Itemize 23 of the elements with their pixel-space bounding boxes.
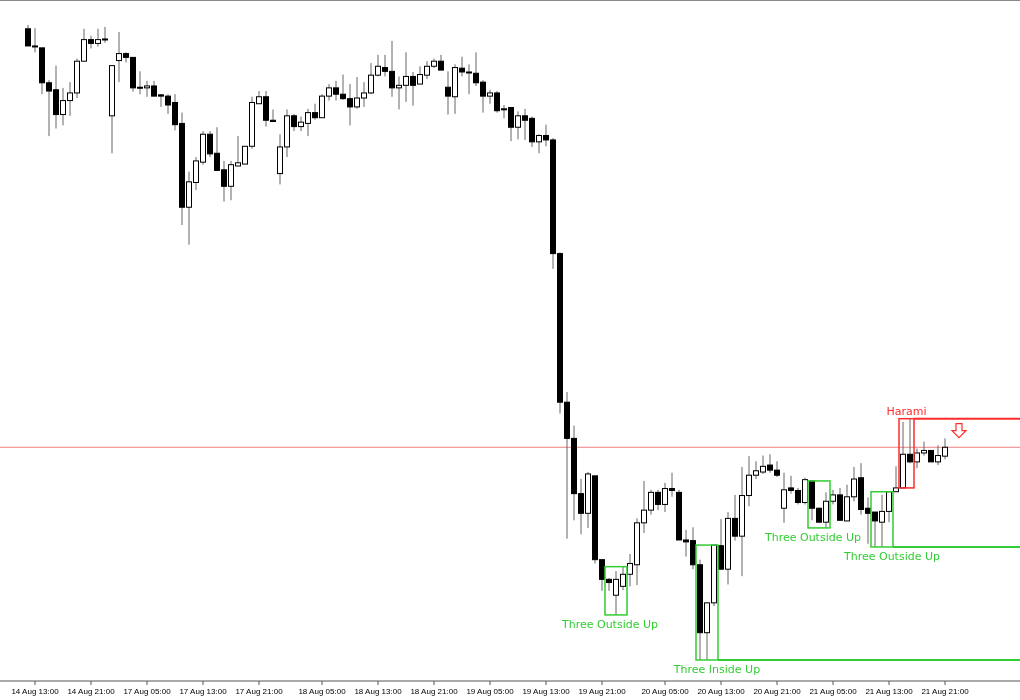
x-tick-label: 18 Aug 13:00 bbox=[354, 687, 403, 696]
x-tick-label: 20 Aug 21:00 bbox=[753, 687, 802, 696]
x-tick-label: 19 Aug 05:00 bbox=[466, 687, 515, 696]
x-tick-label: 18 Aug 05:00 bbox=[298, 687, 347, 696]
x-tick-label: 14 Aug 21:00 bbox=[67, 687, 116, 696]
x-tick-label: 14 Aug 13:00 bbox=[11, 687, 60, 696]
text: Three Inside Up bbox=[672, 663, 761, 676]
annotation: Three Outside Up bbox=[842, 549, 941, 563]
annotation: Harami bbox=[886, 404, 927, 418]
annotation: Three Outside Up bbox=[763, 530, 862, 544]
x-tick-label: 19 Aug 21:00 bbox=[578, 687, 627, 696]
x-tick-label: 18 Aug 21:00 bbox=[410, 687, 459, 696]
candlestick bbox=[893, 465, 899, 493]
x-tick-label: 17 Aug 13:00 bbox=[179, 687, 228, 696]
x-tick-label: 20 Aug 13:00 bbox=[697, 687, 746, 696]
x-tick-label: 21 Aug 05:00 bbox=[809, 687, 858, 696]
x-tick-label: 17 Aug 05:00 bbox=[123, 687, 172, 696]
x-tick-label: 19 Aug 13:00 bbox=[522, 687, 571, 696]
x-tick-label: 21 Aug 21:00 bbox=[921, 687, 970, 696]
x-tick-label: 21 Aug 13:00 bbox=[865, 687, 914, 696]
annotation: Three Outside Up bbox=[560, 617, 659, 631]
x-tick-label: 20 Aug 05:00 bbox=[641, 687, 690, 696]
x-tick-label: 17 Aug 21:00 bbox=[235, 687, 284, 696]
